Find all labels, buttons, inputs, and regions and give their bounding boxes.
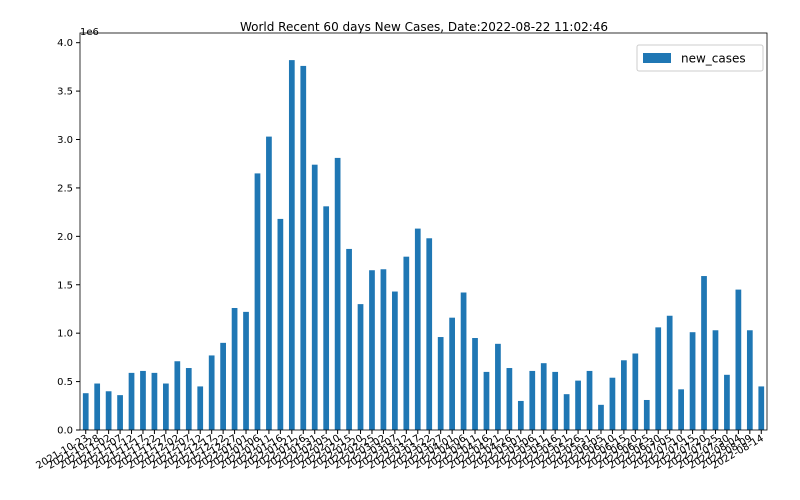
bar	[586, 370, 593, 430]
bar	[643, 399, 650, 430]
bar	[735, 289, 742, 430]
bar	[472, 338, 478, 430]
bar	[243, 311, 249, 430]
bar	[746, 330, 753, 430]
y-tick-label: 0.5	[57, 377, 73, 388]
bar	[495, 343, 501, 430]
bar	[208, 355, 215, 430]
bar	[346, 248, 352, 430]
bar	[220, 342, 226, 430]
bar	[437, 337, 444, 430]
bar	[117, 395, 123, 430]
bar	[334, 157, 341, 430]
bar	[506, 368, 513, 430]
bar	[609, 377, 616, 430]
bar	[231, 307, 238, 430]
legend-swatch	[643, 53, 671, 63]
legend-box	[636, 44, 764, 72]
bar	[277, 218, 284, 430]
bar	[552, 371, 559, 430]
bar	[701, 276, 707, 430]
axes-frame	[79, 32, 768, 431]
bar	[105, 391, 112, 430]
bar	[82, 393, 89, 430]
bar	[380, 269, 387, 430]
bar	[369, 270, 375, 430]
bar	[449, 317, 455, 430]
bar	[197, 386, 204, 430]
bar	[185, 368, 192, 430]
y-tick-label: 3.5	[57, 87, 73, 98]
bar	[483, 371, 490, 430]
bar	[563, 394, 570, 430]
bar	[598, 404, 604, 430]
bar	[529, 370, 536, 430]
bar	[323, 206, 330, 430]
y-tick-label: 4.0	[57, 38, 73, 49]
y-tick-label: 2.0	[57, 232, 73, 243]
bar	[758, 386, 765, 430]
bar	[403, 256, 410, 430]
bar	[540, 363, 547, 430]
y-tick-label: 1.0	[57, 329, 73, 340]
bar	[689, 332, 696, 430]
bar	[94, 383, 101, 430]
legend-label: new_cases	[681, 52, 746, 66]
bar	[151, 372, 158, 430]
bar	[632, 353, 639, 430]
bar	[712, 330, 719, 430]
bar	[163, 383, 169, 430]
bar	[174, 361, 181, 430]
bar	[621, 360, 627, 430]
bar	[288, 60, 295, 431]
bar	[517, 400, 524, 430]
y-tick-label: 3.0	[57, 135, 73, 146]
bar	[254, 173, 261, 430]
y-tick-label: 0.0	[57, 426, 73, 437]
bar	[414, 228, 421, 430]
bar	[266, 136, 272, 431]
bar	[426, 238, 433, 430]
bar	[460, 292, 467, 430]
y-tick-label: 1.5	[57, 280, 73, 291]
bar	[392, 291, 398, 430]
bar	[128, 372, 135, 430]
chart-title: World Recent 60 days New Cases, Date:202…	[240, 20, 608, 34]
bar	[357, 304, 364, 430]
bar	[666, 315, 673, 430]
bar	[678, 389, 684, 430]
bar	[724, 374, 730, 430]
bar	[655, 327, 662, 430]
bar	[140, 370, 146, 430]
y-tick-label: 2.5	[57, 183, 73, 194]
bar	[300, 65, 307, 431]
bar	[575, 380, 581, 430]
y-offset-label: 1e6	[80, 27, 99, 38]
bar	[311, 164, 318, 430]
